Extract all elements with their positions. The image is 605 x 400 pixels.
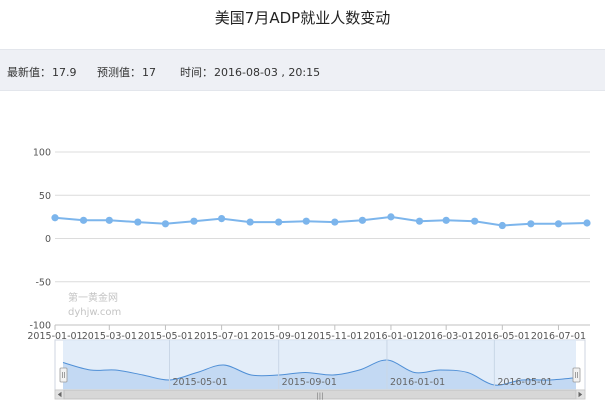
- data-point[interactable]: [358, 216, 367, 224]
- x-tick-label: 2016-05-01: [475, 331, 530, 342]
- data-point[interactable]: [471, 217, 479, 225]
- data-point[interactable]: [105, 216, 113, 224]
- data-point[interactable]: [554, 220, 563, 228]
- watermark-domain: dyhjw.com: [68, 307, 121, 318]
- navigator-axis: 2015-05-01 2015-09-01 2016-01-01 2016-05-01: [169, 340, 553, 389]
- x-tick-label: 2015-09-01: [251, 331, 306, 342]
- x-tick-label: 2015-03-01: [82, 331, 137, 342]
- navigator-tick-label: 2016-05-01: [497, 377, 552, 388]
- navigator-left-handle[interactable]: [59, 367, 68, 383]
- scroll-grip-icon: |||: [316, 392, 323, 400]
- data-point[interactable]: [583, 219, 591, 227]
- x-axis: 2015-01-01 2015-03-01 2015-05-01 2015-07-01…: [27, 324, 590, 342]
- data-point[interactable]: [217, 215, 226, 223]
- chevron-left-icon: [57, 391, 62, 398]
- navigator-tick-label: 2016-01-01: [390, 377, 445, 388]
- y-tick-label: 0: [45, 234, 51, 245]
- data-point[interactable]: [275, 218, 283, 226]
- navigator-area: [63, 359, 576, 389]
- navigator-line: [62, 359, 577, 386]
- series-line: [54, 215, 588, 227]
- y-tick-label: 50: [39, 191, 51, 202]
- chart-title: 美国7月ADP就业人数变动: [214, 9, 391, 27]
- data-point[interactable]: [134, 218, 142, 226]
- navigator-tick-label: 2015-09-01: [282, 377, 337, 388]
- data-point[interactable]: [51, 214, 59, 222]
- y-axis: 100 50 0 -50 -100: [29, 148, 51, 332]
- data-point[interactable]: [387, 213, 395, 221]
- release-time: 时间：2016-08-03 , 20:15: [180, 66, 321, 79]
- data-point[interactable]: [498, 221, 506, 230]
- x-tick-label: 2016-01-01: [363, 331, 418, 342]
- data-point[interactable]: [527, 220, 535, 228]
- scrollbar[interactable]: |||: [54, 389, 586, 400]
- forecast-value: 预测值：17: [97, 66, 156, 79]
- navigator-tick-label: 2015-05-01: [173, 377, 228, 388]
- x-tick-label: 2015-01-01: [27, 331, 82, 342]
- x-tick-label: 2016-07-01: [531, 331, 586, 342]
- data-point[interactable]: [190, 217, 198, 225]
- y-tick-label: -50: [35, 277, 51, 288]
- y-tick-label: -100: [29, 321, 51, 332]
- navigator[interactable]: 2015-05-01 2015-09-01 2016-01-01 2016-05-01: [54, 339, 586, 391]
- data-point[interactable]: [331, 218, 339, 226]
- data-point[interactable]: [79, 216, 88, 224]
- x-tick-label: 2015-07-01: [194, 331, 249, 342]
- data-point[interactable]: [302, 217, 310, 225]
- latest-value: 最新值：17.9: [7, 66, 77, 79]
- data-point[interactable]: [442, 216, 450, 224]
- watermark-text: 第一黄金网: [68, 291, 118, 304]
- y-tick-label: 100: [33, 148, 51, 159]
- series[interactable]: [51, 213, 591, 230]
- data-point[interactable]: [246, 218, 254, 226]
- info-bar: 最新值：17.9 预测值：17 时间：2016-08-03 , 20:15: [0, 49, 605, 91]
- x-tick-label: 2016-03-01: [419, 331, 474, 342]
- x-tick-label: 2015-11-01: [307, 331, 362, 342]
- data-point[interactable]: [161, 220, 170, 228]
- data-point[interactable]: [415, 217, 424, 225]
- navigator-right-handle[interactable]: [572, 367, 581, 383]
- chevron-right-icon: [578, 391, 583, 398]
- x-tick-label: 2015-05-01: [138, 331, 193, 342]
- grid-lines: [55, 151, 590, 326]
